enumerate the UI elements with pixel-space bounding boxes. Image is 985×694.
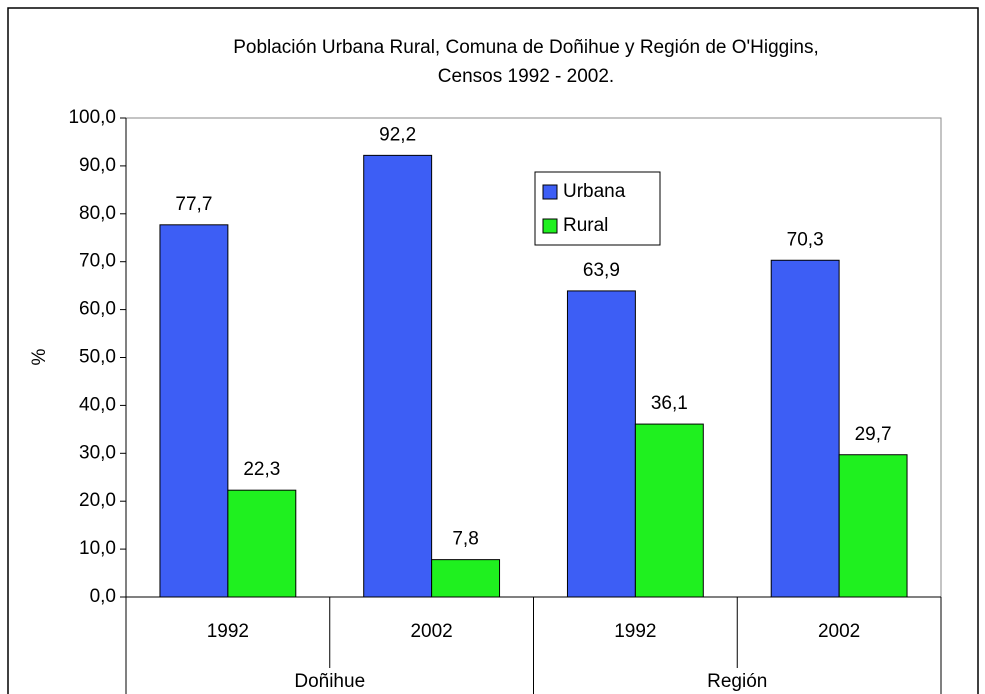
bar — [770, 259, 840, 598]
group-label: Doñihue — [294, 671, 365, 692]
bar — [227, 489, 297, 598]
y-tick-label: 70,0 — [79, 251, 116, 272]
legend-label: Rural — [563, 215, 608, 236]
legend-swatch — [542, 184, 558, 200]
x-tick-label: 1992 — [614, 621, 656, 642]
x-tick-label: 2002 — [410, 621, 452, 642]
group-label: Región — [707, 671, 767, 692]
data-label: 92,2 — [379, 124, 416, 145]
y-tick-label: 0,0 — [90, 586, 116, 607]
data-label: 63,9 — [583, 260, 620, 281]
y-tick-label: 10,0 — [79, 538, 116, 559]
y-axis-label: % — [29, 348, 50, 365]
legend-swatch — [542, 218, 558, 234]
x-tick-label: 2002 — [818, 621, 860, 642]
bar — [838, 454, 908, 598]
y-tick-label: 20,0 — [79, 490, 116, 511]
bar — [363, 154, 433, 598]
data-label: 22,3 — [243, 459, 280, 480]
y-tick-label: 100,0 — [68, 107, 116, 128]
y-tick-label: 30,0 — [79, 442, 116, 463]
chart-title: Población Urbana Rural, Comuna de Doñihu… — [233, 37, 819, 58]
y-tick-label: 60,0 — [79, 299, 116, 320]
x-tick-label: 1992 — [207, 621, 249, 642]
data-label: 77,7 — [175, 194, 212, 215]
data-label: 36,1 — [651, 393, 688, 414]
legend-label: Urbana — [563, 181, 626, 202]
bar — [634, 423, 704, 598]
bar — [159, 224, 229, 598]
y-tick-label: 90,0 — [79, 155, 116, 176]
y-tick-label: 40,0 — [79, 394, 116, 415]
bar — [431, 559, 501, 598]
y-tick-label: 80,0 — [79, 203, 116, 224]
chart-frame — [7, 7, 979, 694]
data-label: 29,7 — [855, 424, 892, 445]
y-tick-label: 50,0 — [79, 347, 116, 368]
data-label: 70,3 — [787, 229, 824, 250]
data-label: 7,8 — [452, 529, 478, 550]
bar — [566, 290, 636, 598]
chart-title: Censos 1992 - 2002. — [438, 66, 614, 87]
